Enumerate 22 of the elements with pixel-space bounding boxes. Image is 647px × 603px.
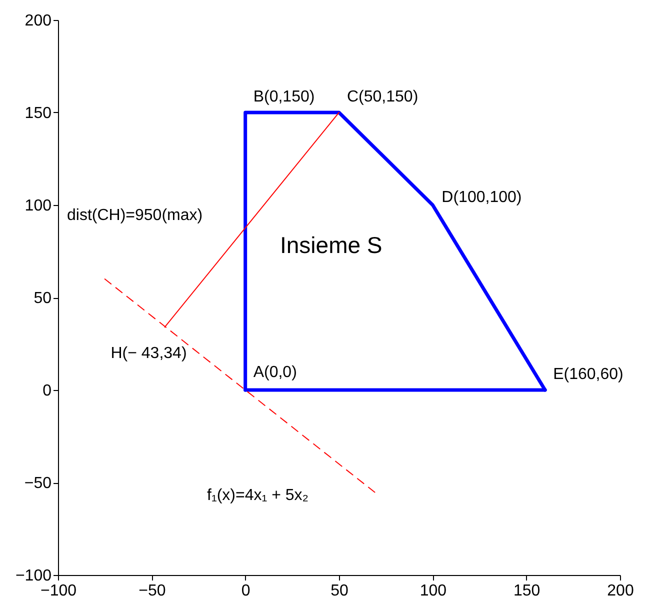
y-tick-label: 150 [24, 105, 52, 122]
x-tick-label: 0 [241, 582, 250, 600]
x-tick-label: 150 [513, 582, 540, 600]
y-tick-label: 200 [24, 12, 52, 30]
annotation: E(160,60) [553, 366, 624, 383]
annotation: D(100,100) [442, 189, 522, 206]
annotation: dist(CH)=950(max) [67, 207, 203, 224]
y-tick-label: 50 [34, 290, 52, 307]
annotation: C(50,150) [347, 88, 418, 106]
x-tick-label: 50 [330, 582, 348, 600]
y-tick-label: 0 [42, 382, 52, 400]
y-tick-label: −50 [24, 475, 52, 492]
annotation: A(0,0) [253, 364, 297, 381]
annotation: f₁(x)=4x₁ + 5x₂ [207, 487, 308, 504]
annotation: H(− 43,34) [110, 345, 187, 362]
x-tick-label: −50 [138, 582, 166, 600]
annotation: Insieme S [280, 232, 382, 258]
x-tick-label: 200 [607, 582, 634, 600]
y-tick-label: 100 [24, 198, 52, 214]
annotation: B(0,150) [253, 88, 315, 106]
x-tick-label: 100 [420, 582, 447, 600]
y-tick-label: −100 [15, 568, 52, 584]
